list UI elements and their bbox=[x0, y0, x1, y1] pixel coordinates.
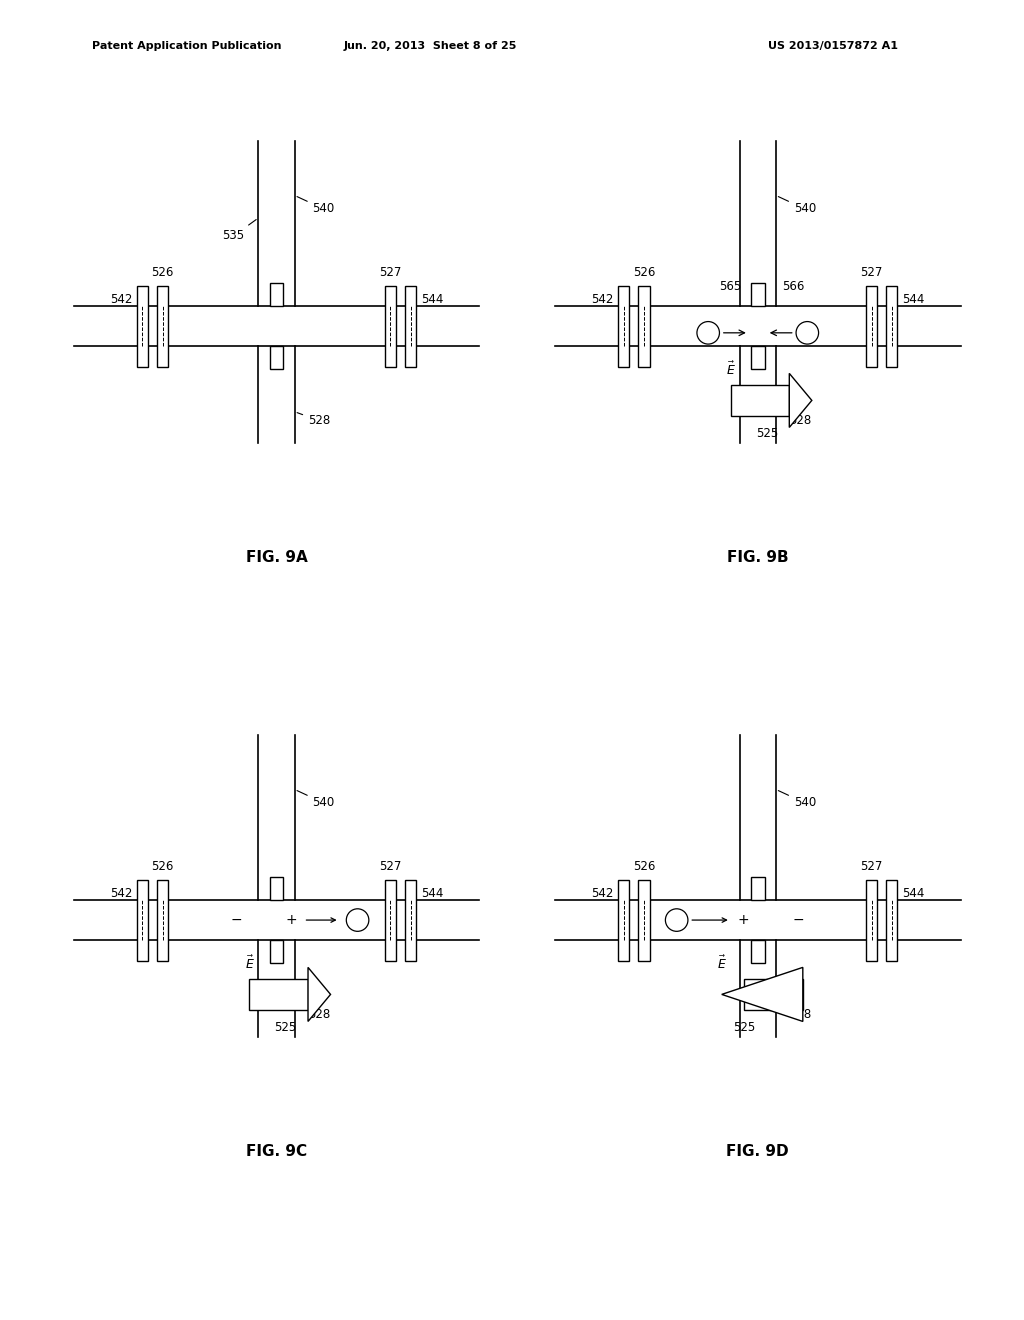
Text: 542: 542 bbox=[591, 887, 613, 899]
Bar bbox=[866, 285, 878, 367]
Text: 535: 535 bbox=[222, 219, 256, 243]
Text: FIG. 9C: FIG. 9C bbox=[246, 1144, 307, 1159]
Bar bbox=[618, 879, 630, 961]
Text: FIG. 9D: FIG. 9D bbox=[726, 1144, 790, 1159]
Text: 528: 528 bbox=[297, 413, 331, 428]
Text: US 2013/0157872 A1: US 2013/0157872 A1 bbox=[768, 41, 898, 51]
Text: 540: 540 bbox=[297, 791, 335, 809]
Bar bbox=[751, 878, 765, 900]
Text: $\vec{E}$: $\vec{E}$ bbox=[726, 360, 736, 378]
Text: 540: 540 bbox=[778, 791, 816, 809]
Text: 525: 525 bbox=[274, 1022, 297, 1035]
Text: +: + bbox=[737, 913, 749, 927]
Text: −: − bbox=[793, 913, 804, 927]
Polygon shape bbox=[308, 968, 331, 1022]
Bar bbox=[638, 879, 649, 961]
Text: 526: 526 bbox=[152, 265, 174, 279]
Text: Patent Application Publication: Patent Application Publication bbox=[92, 41, 282, 51]
Text: FIG. 9A: FIG. 9A bbox=[246, 550, 307, 565]
Bar bbox=[751, 284, 765, 306]
Bar bbox=[886, 879, 897, 961]
Bar bbox=[751, 346, 765, 368]
Text: 527: 527 bbox=[379, 265, 401, 279]
Bar bbox=[269, 284, 284, 306]
Text: −: − bbox=[230, 913, 242, 927]
Text: +: + bbox=[286, 913, 297, 927]
Bar bbox=[157, 879, 168, 961]
Bar bbox=[731, 384, 790, 416]
Bar bbox=[269, 940, 284, 962]
Bar bbox=[157, 285, 168, 367]
Bar bbox=[137, 285, 148, 367]
Bar bbox=[404, 879, 416, 961]
Bar bbox=[137, 879, 148, 961]
Text: 566: 566 bbox=[782, 280, 805, 293]
Text: 525: 525 bbox=[756, 428, 778, 441]
Bar bbox=[385, 285, 396, 367]
Text: 544: 544 bbox=[902, 293, 925, 305]
Text: 544: 544 bbox=[421, 887, 443, 899]
Text: $\vec{E}$: $\vec{E}$ bbox=[717, 954, 727, 972]
Bar bbox=[751, 940, 765, 962]
Circle shape bbox=[796, 322, 818, 345]
Bar bbox=[404, 285, 416, 367]
Text: 565: 565 bbox=[720, 280, 741, 293]
Text: 528: 528 bbox=[778, 1007, 812, 1022]
Text: 542: 542 bbox=[110, 293, 132, 305]
Bar bbox=[618, 285, 630, 367]
Text: 542: 542 bbox=[591, 293, 613, 305]
Text: 544: 544 bbox=[902, 887, 925, 899]
Text: 526: 526 bbox=[633, 859, 655, 873]
Bar bbox=[886, 285, 897, 367]
Bar bbox=[269, 878, 284, 900]
Text: 525: 525 bbox=[733, 1022, 756, 1035]
Polygon shape bbox=[722, 968, 803, 1022]
Polygon shape bbox=[790, 374, 812, 428]
Text: Jun. 20, 2013  Sheet 8 of 25: Jun. 20, 2013 Sheet 8 of 25 bbox=[343, 41, 517, 51]
Text: 544: 544 bbox=[421, 293, 443, 305]
Text: 540: 540 bbox=[297, 197, 335, 215]
Circle shape bbox=[666, 908, 688, 932]
Text: 528: 528 bbox=[778, 413, 812, 428]
Text: 540: 540 bbox=[778, 197, 816, 215]
Bar bbox=[250, 978, 308, 1010]
Text: 526: 526 bbox=[633, 265, 655, 279]
Text: $\vec{E}$: $\vec{E}$ bbox=[245, 954, 255, 972]
Text: 526: 526 bbox=[152, 859, 174, 873]
Text: 528: 528 bbox=[297, 1007, 331, 1022]
Bar bbox=[638, 285, 649, 367]
Text: FIG. 9B: FIG. 9B bbox=[727, 550, 788, 565]
Text: 527: 527 bbox=[860, 859, 883, 873]
Bar bbox=[744, 978, 803, 1010]
Text: 527: 527 bbox=[860, 265, 883, 279]
Text: 542: 542 bbox=[110, 887, 132, 899]
Circle shape bbox=[346, 908, 369, 932]
Text: 527: 527 bbox=[379, 859, 401, 873]
Circle shape bbox=[697, 322, 720, 345]
Bar bbox=[385, 879, 396, 961]
Bar bbox=[866, 879, 878, 961]
Bar bbox=[269, 346, 284, 368]
